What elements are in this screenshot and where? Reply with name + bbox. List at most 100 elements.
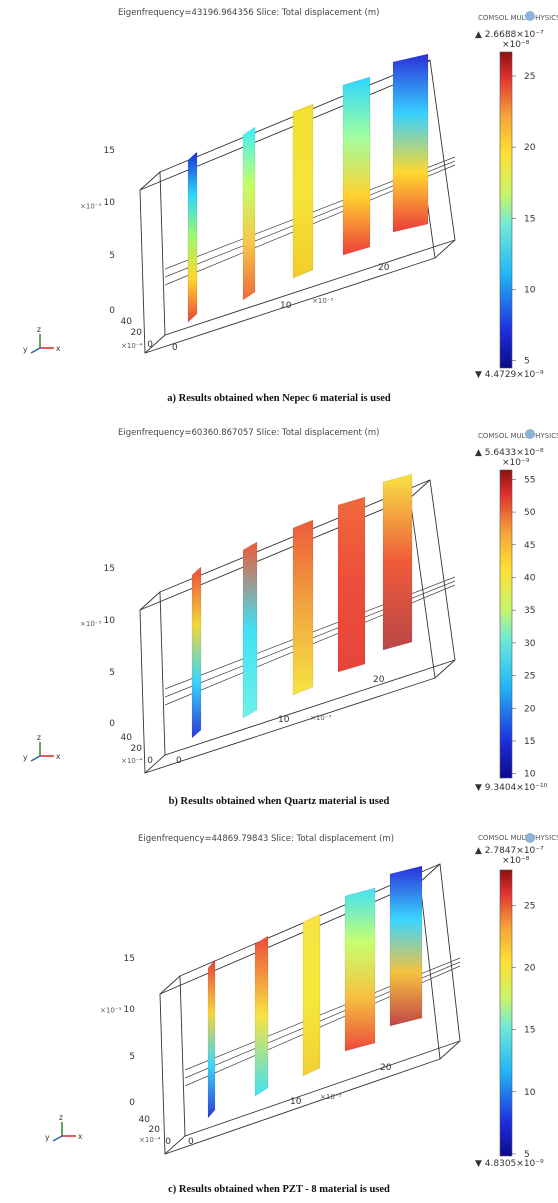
plot-header: Eigenfrequency=44869.79843 Slice: Total … [138, 834, 395, 844]
x-tick-label: 10 [290, 1097, 302, 1107]
y-tick-label: 0 [165, 1137, 171, 1147]
plot-3d-b: 151050×10⁻³40200×10⁻⁴1020×10⁻³0zxyCOMSOL… [23, 429, 558, 780]
displacement-slice [302, 913, 321, 1077]
z-tick-label: 5 [109, 251, 115, 261]
colorbar-tick-label: 35 [524, 606, 535, 616]
wireframe-edge [159, 975, 181, 995]
z-tick-label: 0 [129, 1098, 135, 1108]
y-tick-label: 0 [147, 340, 153, 350]
z-scale-label: ×10⁻³ [100, 1007, 121, 1015]
displacement-slice [187, 151, 198, 323]
wireframe-edge [434, 659, 456, 679]
z-tick-label: 5 [129, 1052, 135, 1062]
y-tick-label: 40 [121, 733, 133, 743]
colorbar-tick-label: 15 [524, 214, 535, 224]
x-tick-label: 20 [373, 675, 385, 685]
colorbar [499, 469, 513, 779]
z-tick-label: 15 [124, 954, 135, 964]
x-axis-label: x [56, 752, 61, 761]
x-scale-label: ×10⁻³ [310, 714, 331, 722]
colorbar-scale-label: ×10⁻⁸ [502, 856, 530, 866]
wireframe-edge [439, 1040, 461, 1060]
displacement-slice [292, 519, 314, 696]
figure-panel-b: 15 10 5 0 ×10⁻³ 40 20 0 ×10⁻⁴ 10 20 ×10⁻³ 0 z x y COMSOL… [0, 420, 558, 820]
displacement-slice [344, 887, 376, 1052]
plot-header: Eigenfrequency=43196.964356 Slice: Total… [118, 8, 380, 18]
colorbar-tick-label: 20 [524, 143, 536, 153]
plot-3d-a: 151050×10⁻³40200×10⁻⁴1020×10⁻³0zxyCOMSOL… [23, 11, 558, 369]
wireframe-edge [144, 334, 166, 354]
colorbar-tick-label: 50 [524, 508, 536, 518]
plot-3d-c: 151050×10⁻³40200×10⁻⁴1020×10⁻³0zxyCOMSOL… [45, 833, 558, 1160]
plot-header: Eigenfrequency=60360.867057 Slice: Total… [118, 428, 380, 438]
colorbar-tick-label: 15 [524, 737, 535, 747]
z-tick-label: 15 [104, 564, 115, 574]
figure-panel-a: 15 10 5 0 ×10⁻³ 40 20 0 ×10⁻⁴ 10 20 ×10⁻³ 0 z x y COMSOL… [0, 0, 558, 410]
z-axis-label: z [37, 325, 41, 334]
y-axis-label: y [23, 753, 28, 762]
z-tick-label: 10 [104, 198, 116, 208]
colorbar-min-label: ▼ 9.3404×10⁻¹⁰ [475, 783, 548, 793]
displacement-slice [342, 76, 371, 256]
colorbar-tick-label: 25 [524, 72, 535, 82]
figure-caption: a) Results obtained when Nepec 6 materia… [167, 393, 391, 404]
displacement-slice [337, 496, 366, 673]
x-scale-label: ×10⁻³ [320, 1093, 341, 1101]
colorbar [499, 869, 513, 1157]
y-tick-label: 20 [149, 1125, 161, 1135]
y-axis-label: y [45, 1133, 50, 1142]
y-tick-label: 40 [121, 317, 133, 327]
z-tick-label: 10 [104, 616, 116, 626]
colorbar-tick-label: 45 [524, 541, 535, 551]
colorbar-scale-label: ×10⁻⁸ [502, 40, 530, 50]
x-tick-label: 20 [378, 263, 390, 273]
colorbar-tick-label: 10 [524, 770, 536, 780]
wireframe-edge [164, 1135, 186, 1155]
z-axis-label: z [37, 733, 41, 742]
colorbar-max-label: ▲ 2.7847×10⁻⁷ [475, 846, 544, 856]
colorbar-tick-label: 5 [524, 357, 530, 367]
colorbar-tick-label: 40 [524, 573, 536, 583]
colorbar-tick-label: 5 [524, 1150, 530, 1160]
y-scale-label: ×10⁻⁴ [121, 342, 142, 350]
displacement-slice [389, 865, 423, 1027]
z-axis-label: z [59, 1113, 63, 1122]
z-tick-label: 0 [109, 306, 115, 316]
colorbar-tick-label: 30 [524, 639, 536, 649]
colorbar-tick-label: 20 [524, 704, 536, 714]
figure-panel-c: 15 10 5 0 ×10⁻³ 40 20 0 ×10⁻⁴ 10 20 ×10⁻³ 0 z x y COMSOL… [0, 826, 558, 1203]
z-tick-label: 5 [109, 668, 115, 678]
figure-caption: c) Results obtained when PZT - 8 materia… [168, 1184, 390, 1195]
x-origin-label: 0 [188, 1137, 194, 1147]
comsol-watermark: COMSOL MULTIPHYSICS [478, 432, 558, 440]
wireframe-edge [144, 754, 166, 774]
y-axis-arrow [30, 347, 41, 354]
colorbar-scale-label: ×10⁻⁹ [502, 458, 530, 468]
x-axis-label: x [78, 1132, 83, 1141]
colorbar-tick-label: 25 [524, 672, 535, 682]
comsol-watermark: COMSOL MULTIPHYSICS [478, 834, 558, 842]
colorbar-tick-label: 15 [524, 1026, 535, 1036]
x-tick-label: 10 [278, 715, 290, 725]
y-scale-label: ×10⁻⁴ [139, 1136, 160, 1144]
comsol-logo-icon [525, 429, 535, 439]
comsol-logo-icon [525, 833, 535, 843]
y-axis-arrow [52, 1135, 63, 1142]
displacement-slice [242, 541, 258, 719]
wireframe-edge [434, 239, 456, 259]
colorbar-min-label: ▼ 4.4729×10⁻⁹ [475, 370, 544, 380]
comsol-logo-icon [525, 11, 535, 21]
x-tick-label: 20 [380, 1063, 392, 1073]
displacement-slice [242, 126, 256, 301]
figure-caption: b) Results obtained when Quartz material… [168, 796, 390, 807]
y-scale-label: ×10⁻⁴ [121, 757, 142, 765]
comsol-watermark: COMSOL MULTIPHYSICS [478, 14, 558, 22]
z-scale-label: ×10⁻³ [80, 620, 101, 628]
colorbar-tick-label: 10 [524, 285, 536, 295]
wireframe-edge [409, 479, 431, 499]
displacement-slice [392, 53, 429, 233]
colorbar-tick-label: 10 [524, 1088, 536, 1098]
z-tick-label: 15 [104, 146, 115, 156]
colorbar-tick-label: 25 [524, 901, 535, 911]
y-tick-label: 0 [147, 756, 153, 766]
